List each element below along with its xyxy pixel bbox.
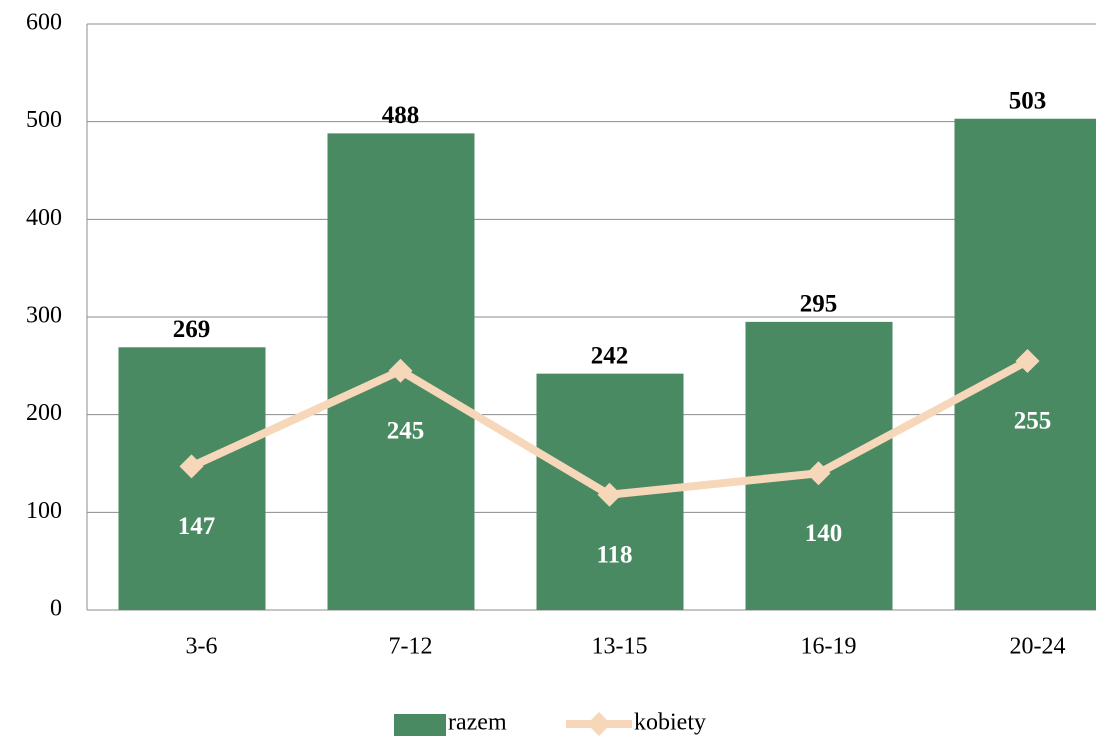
legend-marker	[587, 712, 611, 736]
bar-value-label: 269	[173, 316, 211, 343]
y-tick-label: 400	[26, 205, 62, 231]
x-tick-label: 20-24	[1010, 634, 1066, 660]
line-marker	[1015, 348, 1040, 373]
x-tick-label: 13-15	[592, 634, 648, 660]
y-tick-label: 500	[26, 107, 62, 133]
line-value-label: 147	[178, 513, 216, 540]
legend-label: kobiety	[634, 710, 706, 736]
line-marker	[597, 482, 622, 507]
bar	[118, 347, 266, 610]
line-marker	[806, 461, 831, 486]
bar-value-label: 503	[1009, 87, 1047, 114]
line-value-label: 118	[596, 541, 632, 568]
line-value-label: 255	[1014, 408, 1052, 435]
y-tick-label: 200	[26, 400, 62, 426]
line-value-label: 140	[805, 520, 843, 547]
legend-swatch	[394, 714, 446, 736]
x-tick-label: 3-6	[186, 634, 218, 660]
bar-value-label: 488	[382, 102, 420, 129]
bar-value-label: 242	[591, 342, 629, 369]
line-value-label: 245	[387, 417, 425, 444]
line-marker	[179, 454, 204, 479]
x-tick-label: 16-19	[801, 634, 857, 660]
line-marker	[388, 358, 413, 383]
y-tick-label: 100	[26, 498, 62, 524]
x-tick-label: 7-12	[389, 634, 433, 660]
legend-label: razem	[448, 710, 507, 736]
y-tick-label: 300	[26, 303, 62, 329]
y-tick-label: 0	[50, 596, 62, 622]
bar-value-label: 295	[800, 291, 838, 318]
y-tick-label: 600	[26, 10, 62, 36]
